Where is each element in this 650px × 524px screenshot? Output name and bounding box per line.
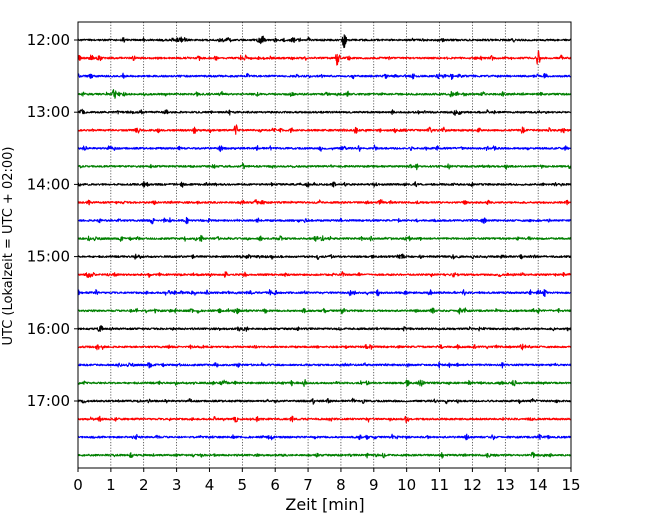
seismogram-trace	[77, 234, 572, 242]
trace-line	[77, 289, 572, 297]
trace-line	[77, 72, 572, 80]
y-tick-label: 14:00	[27, 175, 70, 193]
trace-line	[77, 144, 572, 153]
y-tick-label: 16:00	[27, 320, 70, 338]
x-tick-label: 9	[369, 476, 379, 494]
x-tick-label: 5	[238, 476, 248, 494]
x-tick-label: 7	[303, 476, 313, 494]
x-tick-label: 1	[106, 476, 116, 494]
trace-line	[77, 271, 572, 279]
y-tick-label: 15:00	[27, 248, 70, 266]
seismogram-trace	[77, 361, 572, 369]
x-tick-label: 11	[430, 476, 449, 494]
x-tick-label: 3	[172, 476, 182, 494]
seismogram-trace	[77, 108, 572, 116]
trace-line	[77, 108, 572, 116]
trace-line	[77, 216, 572, 225]
seismogram-trace	[77, 72, 572, 80]
trace-line	[77, 361, 572, 369]
seismogram-trace	[77, 144, 572, 153]
x-tick-label: 10	[397, 476, 416, 494]
seismogram-trace	[77, 379, 572, 387]
trace-line	[77, 307, 572, 315]
trace-line	[77, 162, 572, 171]
seismogram-trace	[77, 89, 572, 99]
trace-line	[77, 325, 572, 332]
y-tick-label: 13:00	[27, 103, 70, 121]
x-tick-label: 13	[496, 476, 515, 494]
seismogram-trace	[77, 180, 572, 188]
seismogram-trace	[77, 433, 572, 441]
x-axis: 0 1 2 3 4 5 6 7 8 9 10 11 12 13 14 15	[73, 468, 581, 494]
trace-line	[77, 50, 572, 66]
trace-line	[77, 34, 572, 49]
seismogram-trace	[77, 216, 572, 225]
x-axis-label: Zeit [min]	[285, 495, 364, 514]
x-tick-label: 8	[336, 476, 346, 494]
seismogram-trace	[77, 199, 572, 206]
trace-line	[77, 199, 572, 206]
x-tick-label: 0	[73, 476, 83, 494]
seismogram-trace	[77, 34, 572, 49]
x-tick-label: 14	[529, 476, 548, 494]
x-tick-label: 6	[270, 476, 280, 494]
plot-frame	[77, 21, 572, 469]
x-tick-label: 15	[561, 476, 580, 494]
seismogram-trace	[77, 397, 572, 405]
trace-line	[77, 253, 572, 260]
x-tick-label: 4	[205, 476, 215, 494]
trace-group	[77, 34, 572, 459]
seismogram-trace	[77, 162, 572, 171]
y-tick-label: 17:00	[27, 392, 70, 410]
y-tick-label: 12:00	[27, 31, 70, 49]
seismogram-trace	[77, 50, 572, 66]
seismogram-trace	[77, 271, 572, 279]
seismogram-trace	[77, 451, 572, 459]
x-tick-label: 12	[463, 476, 482, 494]
trace-line	[77, 124, 572, 135]
trace-line	[77, 234, 572, 242]
trace-line	[77, 451, 572, 459]
seismogram-trace	[77, 343, 572, 351]
seismogram-trace	[77, 415, 572, 424]
seismogram-trace	[77, 325, 572, 332]
trace-line	[77, 89, 572, 99]
y-axis-label: UTC (Lokalzeit = UTC + 02:00)	[1, 147, 16, 346]
seismogram-trace	[77, 124, 572, 135]
x-tick-label: 2	[139, 476, 149, 494]
trace-line	[77, 397, 572, 405]
trace-line	[77, 180, 572, 188]
y-axis: 12:00 13:00 14:00 15:00 16:00 17:00	[27, 31, 78, 410]
seismogram-trace	[77, 289, 572, 297]
trace-line	[77, 379, 572, 387]
seismogram-trace	[77, 307, 572, 315]
trace-line	[77, 415, 572, 424]
seismogram-trace	[77, 253, 572, 260]
trace-line	[77, 433, 572, 441]
trace-line	[77, 343, 572, 351]
